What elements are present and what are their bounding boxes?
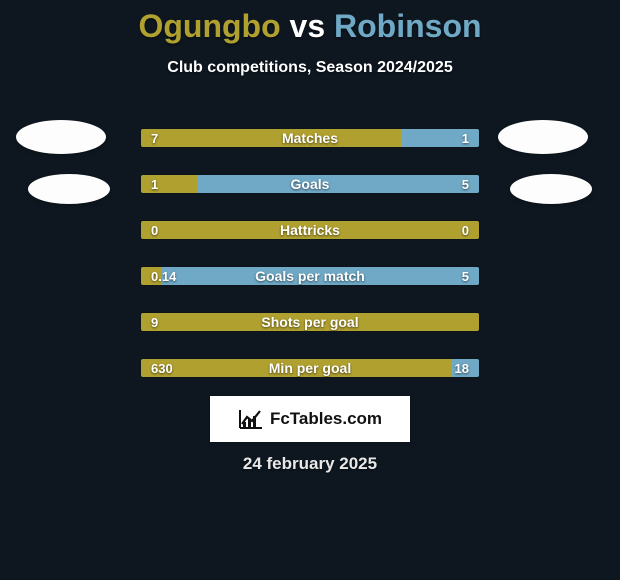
date-label: 24 february 2025	[0, 454, 620, 474]
stat-bar: Goals per match0.145	[140, 266, 480, 286]
bar-right-segment	[452, 359, 479, 377]
logo-text: FcTables.com	[270, 409, 382, 429]
bar-left-segment	[141, 267, 161, 285]
bar-left-segment	[141, 221, 479, 239]
title-player1: Ogungbo	[138, 8, 280, 44]
stat-bar: Goals15	[140, 174, 480, 194]
stat-bar: Shots per goal9	[140, 312, 480, 332]
stat-bar: Min per goal63018	[140, 358, 480, 378]
chart-icon	[238, 408, 264, 430]
bar-left-segment	[141, 313, 479, 331]
stats-bars: Matches71 Goals15 Hattricks00 Goals per mat…	[140, 128, 480, 404]
player1-club-avatar	[28, 174, 110, 204]
bar-right-segment	[198, 175, 479, 193]
bar-right-segment	[401, 129, 479, 147]
subtitle: Club competitions, Season 2024/2025	[0, 59, 620, 77]
stat-bar: Matches71	[140, 128, 480, 148]
player2-avatar	[498, 120, 588, 154]
source-logo: FcTables.com	[210, 396, 410, 442]
title-vs: vs	[290, 8, 326, 44]
bar-left-segment	[141, 129, 401, 147]
title-player2: Robinson	[334, 8, 482, 44]
page-title: Ogungbo vs Robinson	[0, 0, 620, 45]
stat-bar: Hattricks00	[140, 220, 480, 240]
player1-avatar	[16, 120, 106, 154]
bar-left-segment	[141, 359, 452, 377]
player2-club-avatar	[510, 174, 592, 204]
comparison-infographic: Ogungbo vs Robinson Club competitions, S…	[0, 0, 620, 580]
bar-left-segment	[141, 175, 198, 193]
bar-right-segment	[161, 267, 479, 285]
